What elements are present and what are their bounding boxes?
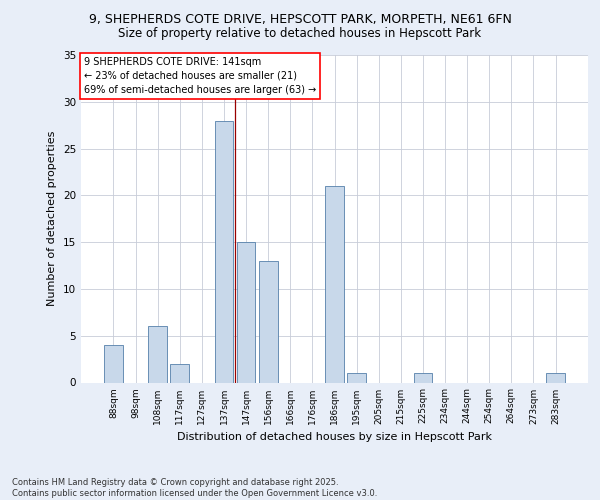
- X-axis label: Distribution of detached houses by size in Hepscott Park: Distribution of detached houses by size …: [177, 432, 492, 442]
- Bar: [236, 242, 256, 382]
- Bar: [148, 326, 167, 382]
- Bar: [215, 120, 233, 382]
- Bar: [170, 364, 189, 382]
- Text: Size of property relative to detached houses in Hepscott Park: Size of property relative to detached ho…: [118, 28, 482, 40]
- Text: Contains HM Land Registry data © Crown copyright and database right 2025.
Contai: Contains HM Land Registry data © Crown c…: [12, 478, 377, 498]
- Bar: [546, 373, 565, 382]
- Y-axis label: Number of detached properties: Number of detached properties: [47, 131, 58, 306]
- Text: 9 SHEPHERDS COTE DRIVE: 141sqm
← 23% of detached houses are smaller (21)
69% of : 9 SHEPHERDS COTE DRIVE: 141sqm ← 23% of …: [83, 56, 316, 94]
- Bar: [347, 373, 366, 382]
- Bar: [259, 261, 278, 382]
- Bar: [413, 373, 433, 382]
- Bar: [325, 186, 344, 382]
- Text: 9, SHEPHERDS COTE DRIVE, HEPSCOTT PARK, MORPETH, NE61 6FN: 9, SHEPHERDS COTE DRIVE, HEPSCOTT PARK, …: [89, 12, 511, 26]
- Bar: [104, 345, 123, 383]
